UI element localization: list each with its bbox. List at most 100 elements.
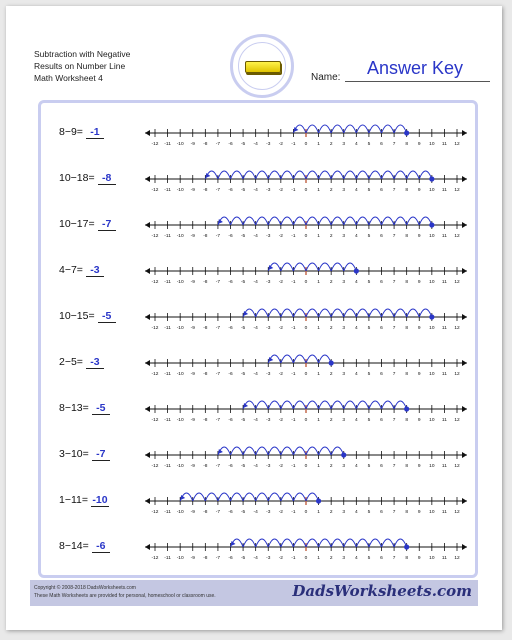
hop-arc bbox=[292, 538, 307, 548]
tick-label: -4 bbox=[254, 371, 259, 377]
tick-label: -1 bbox=[291, 279, 296, 285]
hop-arc bbox=[355, 216, 370, 226]
hop-arc bbox=[280, 308, 294, 318]
tick-label: 2 bbox=[330, 555, 333, 561]
hop-arc bbox=[280, 262, 294, 272]
hop-arc bbox=[330, 170, 345, 180]
number-line: -12 -11 -10 -9 -8 -7 -6 -5 -4 -3 -2 -1 0 1 2 3 4 5 6 7 8 9 10 1… bbox=[145, 446, 467, 469]
tick-label: -10 bbox=[177, 187, 184, 193]
tick-label: 11 bbox=[442, 187, 447, 193]
hop-arc bbox=[267, 170, 282, 180]
answer-value[interactable]: -3 bbox=[85, 264, 104, 277]
tick-label: 11 bbox=[442, 509, 447, 515]
answer-value[interactable]: -7 bbox=[97, 218, 116, 231]
problem-expression: 1−11= bbox=[59, 494, 89, 506]
tick-label: 8 bbox=[405, 325, 408, 331]
answer-value[interactable]: -8 bbox=[97, 172, 116, 185]
answer-value[interactable]: -1 bbox=[85, 126, 104, 139]
answer-value[interactable]: -7 bbox=[91, 448, 110, 461]
tick-label: 6 bbox=[380, 417, 383, 423]
tick-label: 7 bbox=[393, 141, 396, 147]
tick-label: -3 bbox=[266, 417, 271, 423]
tick-label: 0 bbox=[305, 417, 308, 423]
tick-label: -2 bbox=[279, 141, 284, 147]
tick-label: -7 bbox=[216, 417, 221, 423]
tick-label: 9 bbox=[418, 463, 421, 469]
tick-label: 0 bbox=[305, 325, 308, 331]
tick-label: 4 bbox=[355, 279, 358, 285]
tick-label: 11 bbox=[442, 141, 447, 147]
answer-value[interactable]: -5 bbox=[91, 402, 110, 415]
hop-arc bbox=[255, 538, 269, 548]
tick-label: 8 bbox=[405, 417, 408, 423]
answer-value[interactable]: -6 bbox=[91, 540, 110, 553]
tick-label: 12 bbox=[454, 417, 460, 423]
tick-label: -3 bbox=[266, 325, 271, 331]
start-point bbox=[429, 314, 435, 320]
brand-logo[interactable]: DadsWorksheets.com bbox=[292, 582, 472, 600]
hop-arrowhead bbox=[205, 173, 211, 178]
tick-label: 8 bbox=[405, 371, 408, 377]
tick-label: 5 bbox=[368, 371, 371, 377]
footer-bar: Copyright © 2008-2018 DadsWorksheets.com… bbox=[30, 580, 478, 606]
tick-label: 4 bbox=[355, 233, 358, 239]
tick-label: 0 bbox=[305, 371, 308, 377]
tick-label: 8 bbox=[405, 187, 408, 193]
copyright-text: Copyright © 2008-2018 DadsWorksheets.com bbox=[34, 585, 136, 591]
problem-expression: 8−9= bbox=[59, 126, 83, 138]
hop-arc bbox=[305, 400, 320, 410]
hop-arc bbox=[368, 216, 382, 226]
problem-expression: 10−15= bbox=[59, 310, 95, 322]
problem-expression: 2−5= bbox=[59, 356, 83, 368]
problem-row: 4−7= -3 -12 -11 -10 -9 -8 -7 -6 -5 -4 -3 -2 -1 0 1 2 3 4 5 6… bbox=[41, 251, 475, 291]
tick-label: -10 bbox=[177, 417, 184, 423]
start-point bbox=[429, 222, 435, 228]
tick-label: 0 bbox=[305, 463, 308, 469]
hop-arc bbox=[255, 308, 269, 318]
tick-label: -6 bbox=[228, 463, 233, 469]
tick-label: -8 bbox=[203, 233, 208, 239]
tick-label: 7 bbox=[393, 279, 396, 285]
tick-label: -7 bbox=[216, 279, 221, 285]
problem-row: 10−15= -5 -12 -11 -10 -9 -8 -7 -6 -5 -4 -3 -2 -1 0 1 2 3 4… bbox=[41, 297, 475, 337]
tick-label: 5 bbox=[368, 233, 371, 239]
tick-label: -8 bbox=[203, 371, 208, 377]
answer-value[interactable]: -5 bbox=[97, 310, 116, 323]
tick-label: 6 bbox=[380, 141, 383, 147]
tick-label: 6 bbox=[380, 555, 383, 561]
tick-label: 1 bbox=[317, 233, 320, 239]
tick-label: -12 bbox=[152, 325, 159, 331]
hop-arc bbox=[242, 538, 257, 548]
tick-label: 9 bbox=[418, 325, 421, 331]
tick-label: 12 bbox=[454, 279, 460, 285]
hop-arc bbox=[255, 492, 269, 502]
hop-arc bbox=[267, 400, 282, 410]
hop-arc bbox=[292, 492, 307, 502]
tick-label: -8 bbox=[203, 509, 208, 515]
hop-arrowhead bbox=[243, 311, 249, 316]
problem-expression: 10−17= bbox=[59, 218, 95, 230]
hop-arc bbox=[318, 538, 332, 548]
name-field-line[interactable] bbox=[345, 81, 490, 82]
tick-label: 7 bbox=[393, 187, 396, 193]
hop-arc bbox=[292, 170, 307, 180]
axis-arrow-left bbox=[145, 176, 150, 182]
hop-arc bbox=[242, 492, 257, 502]
hop-arc bbox=[267, 538, 282, 548]
problem-equation: 3−10= -7 bbox=[59, 448, 110, 461]
tick-label: 2 bbox=[330, 187, 333, 193]
tick-label: 8 bbox=[405, 509, 408, 515]
tick-label: -11 bbox=[164, 325, 171, 331]
hop-arc bbox=[318, 170, 332, 180]
answer-value[interactable]: -3 bbox=[85, 356, 104, 369]
problem-row: 3−10= -7 -12 -11 -10 -9 -8 -7 -6 -5 -4 -3 -2 -1 0 1 2 3 4 5… bbox=[41, 435, 475, 475]
tick-label: 11 bbox=[442, 417, 447, 423]
start-point bbox=[404, 130, 410, 136]
tick-label: -7 bbox=[216, 509, 221, 515]
tick-label: 11 bbox=[442, 371, 447, 377]
tick-label: -4 bbox=[254, 187, 259, 193]
tick-label: -1 bbox=[291, 463, 296, 469]
hop-arc bbox=[242, 216, 257, 226]
answer-value[interactable]: -10 bbox=[91, 494, 110, 507]
hop-arrowhead bbox=[268, 357, 274, 362]
